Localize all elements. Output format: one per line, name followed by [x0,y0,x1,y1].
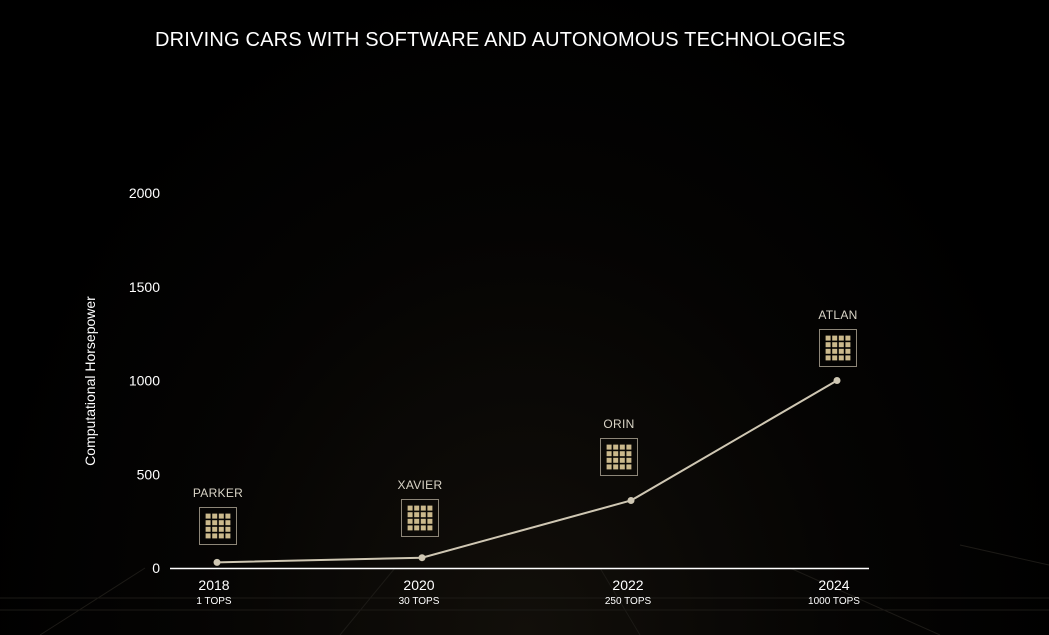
y-tick-label: 0 [152,560,160,576]
x-tick-label: 2018 [198,577,229,593]
chip-icon [600,438,638,476]
perspective-floor [0,544,1049,635]
floor-grid-line [339,567,396,635]
x-axis-labels: 2018 1 TOPS 2020 30 TOPS 2022 250 TOPS 2024 100… [196,577,860,607]
chip-icon [199,507,237,545]
x-tick-sublabel: 250 TOPS [605,596,652,607]
x-tick-label: 2020 [403,577,434,593]
chip-name-label: XAVIER [398,478,443,492]
x-tick-label: 2022 [612,577,643,593]
x-tick-sublabel: 1 TOPS [196,596,232,607]
data-point [418,554,426,562]
chip-name-label: ORIN [603,417,634,431]
y-tick-label: 1000 [129,373,160,389]
chip-name-label: ATLAN [818,308,857,322]
chip-name-label: PARKER [193,486,243,500]
series-line [213,377,841,566]
floor-grid-line [959,544,1049,566]
chip-icon [819,329,857,367]
y-axis-label: Computational Horsepower [82,296,98,466]
chip-icon [401,499,439,537]
x-tick-sublabel: 30 TOPS [399,596,440,607]
data-point [627,497,635,504]
chip-annotations: PARKER XAVIER ORIN ATLAN [193,308,857,545]
floor-grid-line [789,567,941,635]
floor-grid-line [39,567,146,635]
y-tick-label: 500 [137,466,161,482]
floor-grid-line [599,567,641,635]
data-point [833,377,841,384]
y-tick-label: 1500 [129,279,160,295]
y-tick-label: 2000 [129,185,160,201]
x-tick-label: 2024 [818,577,849,593]
chart-title: DRIVING CARS WITH SOFTWARE AND AUTONOMOU… [155,29,846,51]
series-line-path [216,379,838,564]
data-point [213,558,221,566]
y-axis-ticks: 2000 1500 1000 500 0 [129,185,160,576]
x-tick-sublabel: 1000 TOPS [808,596,860,607]
